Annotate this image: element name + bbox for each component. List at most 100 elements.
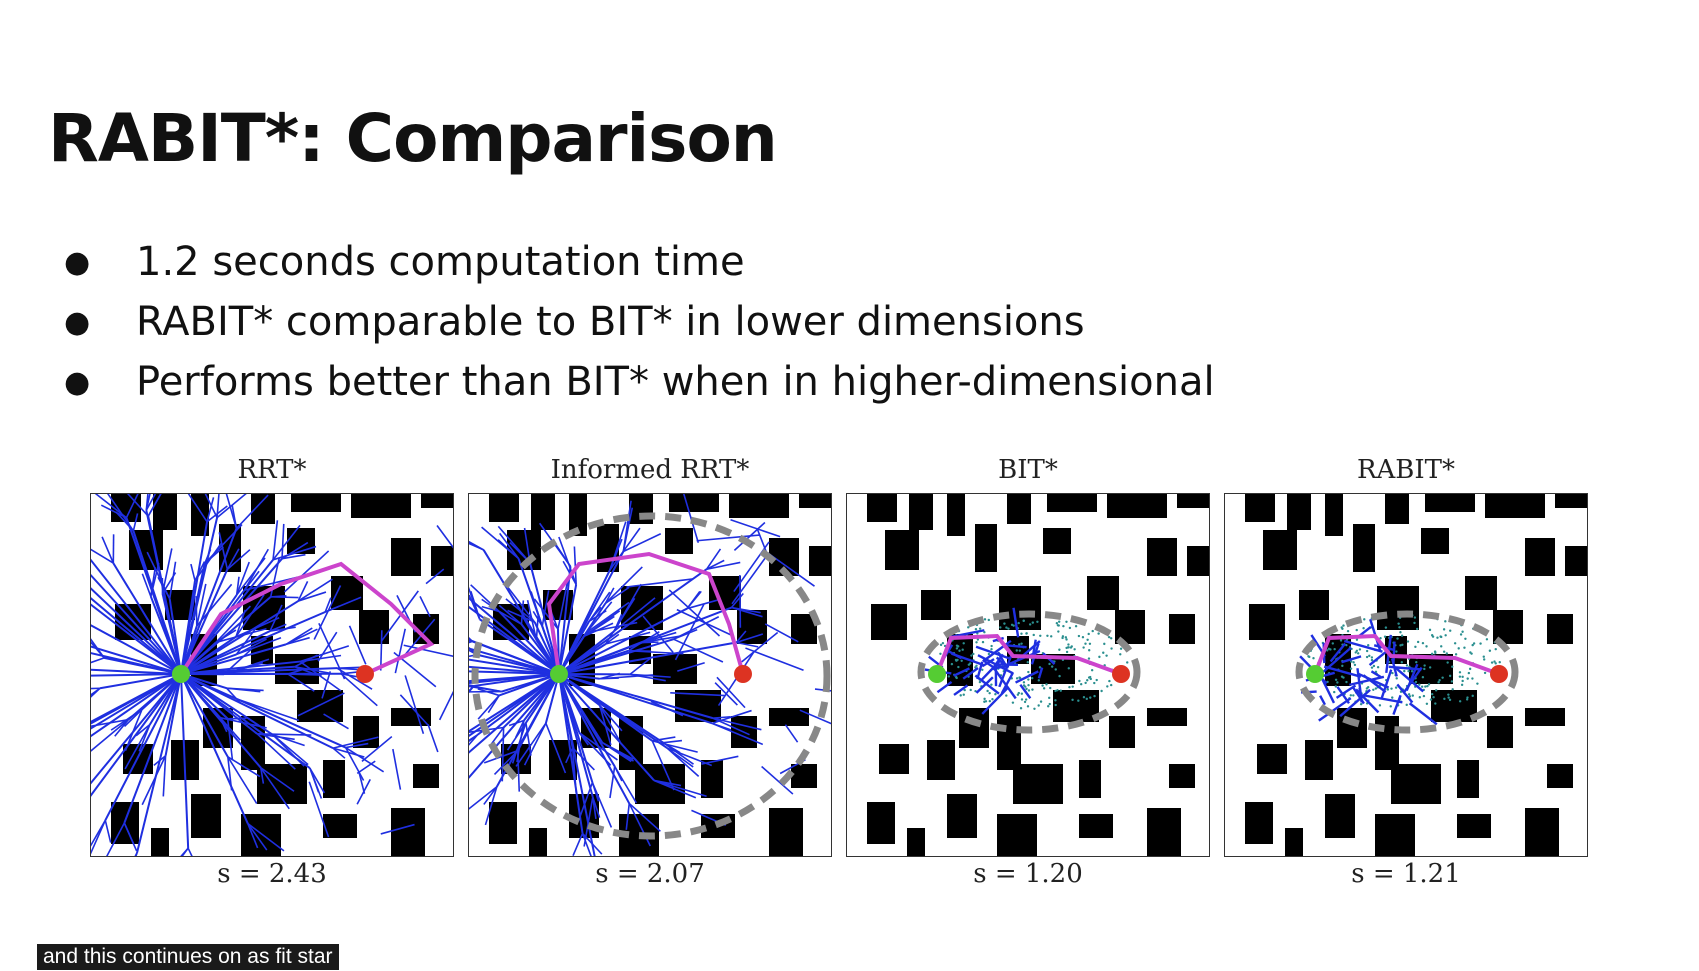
planner-plot <box>1224 493 1588 857</box>
tree-branch <box>558 673 653 742</box>
tree-branch <box>585 601 613 634</box>
tree-branch <box>498 673 560 697</box>
sample-point <box>1453 642 1457 645</box>
obstacle-block <box>291 494 341 512</box>
sample-point <box>1384 626 1388 629</box>
obstacle-block <box>1325 794 1355 838</box>
tree-branch <box>1339 688 1371 718</box>
tree-branch <box>91 587 182 675</box>
sample-point <box>1102 651 1105 654</box>
tree-branch <box>701 755 739 765</box>
sample-point <box>1095 678 1098 682</box>
sample-point <box>1106 685 1109 688</box>
obstacle-block <box>1053 690 1099 722</box>
sample-point <box>1415 627 1419 631</box>
sample-point <box>1483 671 1487 675</box>
sample-point <box>1440 645 1443 648</box>
sample-point <box>1405 703 1408 707</box>
sample-point <box>1091 629 1094 633</box>
tree-branch <box>91 603 182 675</box>
tree-branch <box>533 598 559 630</box>
tree-branch <box>706 559 725 570</box>
sample-point <box>1451 665 1454 668</box>
tree-branch <box>761 765 794 795</box>
tree-branch <box>1021 640 1041 658</box>
obstacle-block <box>1525 538 1555 576</box>
informed-ellipse <box>471 512 831 840</box>
sample-point <box>1020 692 1024 695</box>
tree-branch <box>270 595 287 598</box>
obstacle-block <box>1385 494 1409 524</box>
sample-point <box>963 688 966 692</box>
tree-branch <box>436 524 453 549</box>
sample-point <box>1399 631 1402 634</box>
sample-point <box>1378 704 1382 707</box>
tree-branch <box>730 592 744 609</box>
tree-branch <box>313 585 342 640</box>
tree-branch <box>469 653 478 658</box>
sample-point <box>1018 649 1022 652</box>
tree-branch <box>91 673 182 730</box>
tree-branch <box>332 747 346 759</box>
sample-point <box>1049 686 1052 690</box>
sample-point <box>986 689 989 693</box>
tree-branch <box>180 673 311 770</box>
sample-point <box>1437 681 1440 684</box>
tree-branch <box>91 673 182 797</box>
sample-point <box>955 659 958 662</box>
obstacle-block <box>531 494 555 530</box>
sample-point <box>1020 698 1024 701</box>
sample-point <box>1017 643 1021 646</box>
sample-point <box>1025 632 1028 635</box>
sample-point <box>981 668 984 671</box>
obstacle-block <box>191 794 221 838</box>
sample-point <box>1327 647 1331 651</box>
obstacle-block <box>1169 764 1195 788</box>
obstacle-block <box>1107 494 1167 518</box>
sample-point <box>1415 660 1418 664</box>
tree-branch <box>604 586 630 605</box>
start-marker <box>1306 665 1324 683</box>
tree-branch <box>653 779 682 787</box>
obstacle-block <box>1109 716 1135 748</box>
bullet-text: Performs better than BIT* when in higher… <box>136 359 1215 405</box>
tree-branch <box>297 581 309 602</box>
sample-point <box>1017 621 1020 625</box>
tree-branch <box>525 722 532 756</box>
tree-branch <box>670 691 726 697</box>
sample-point <box>1031 676 1034 680</box>
tree-branch <box>127 673 182 721</box>
tree-branch <box>135 723 151 737</box>
sample-point <box>1103 642 1106 646</box>
sample-point <box>1005 694 1008 697</box>
goal-marker <box>356 665 374 683</box>
sample-point <box>1442 650 1446 653</box>
tree-branch <box>91 558 182 675</box>
obstacle-block <box>1525 708 1565 726</box>
tree-branch <box>162 755 167 797</box>
tree-branch <box>1380 669 1393 699</box>
sample-point <box>1479 642 1482 645</box>
obstacle-block <box>1245 494 1275 522</box>
sample-point <box>1097 632 1100 635</box>
sample-point <box>1421 641 1425 645</box>
tree-branch <box>1364 694 1403 704</box>
tree-branch <box>91 718 129 727</box>
planner-plot <box>846 493 1210 857</box>
tree-branch <box>501 727 505 782</box>
sample-point <box>962 642 965 645</box>
sample-point <box>1019 707 1023 710</box>
sample-point <box>1411 694 1414 697</box>
tree-branch <box>604 566 643 604</box>
tree-branch <box>256 733 296 770</box>
start-marker <box>928 665 946 683</box>
sample-point <box>1403 669 1406 673</box>
sample-point <box>1039 634 1042 637</box>
sample-point <box>1390 687 1393 690</box>
tree-branch <box>226 718 234 761</box>
tree-branch <box>400 618 436 660</box>
sample-point <box>1027 689 1031 692</box>
sample-point <box>1397 622 1400 625</box>
solution-path <box>935 633 1122 676</box>
tree-branch <box>653 779 697 799</box>
